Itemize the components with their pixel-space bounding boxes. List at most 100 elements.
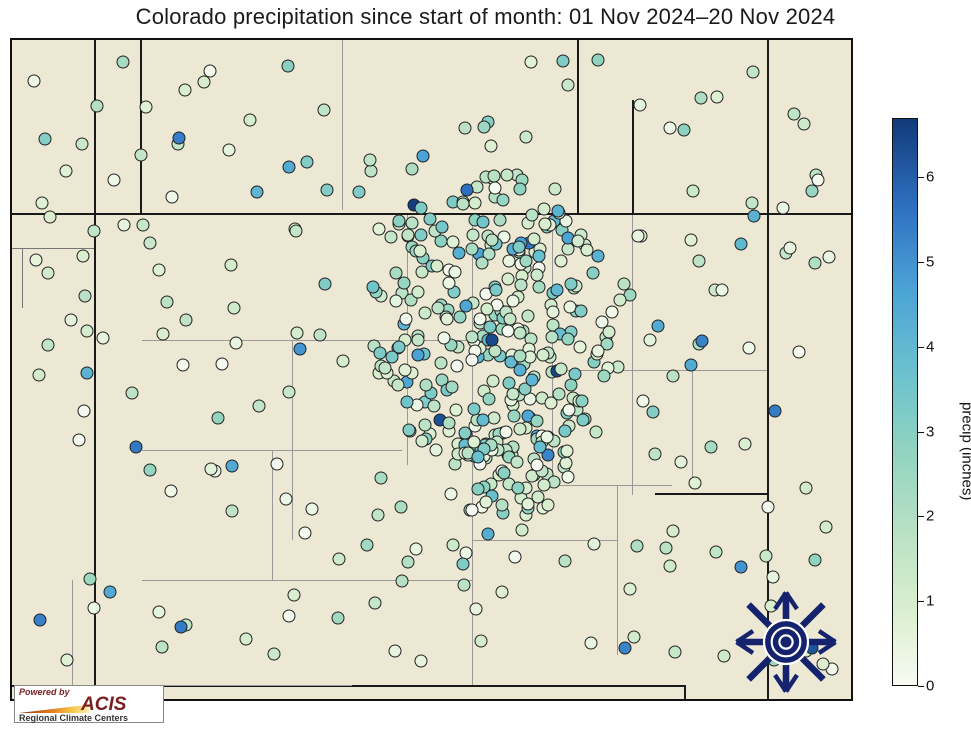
station-point-306[interactable] [415,435,428,448]
station-point-451[interactable] [553,387,566,400]
station-point-207[interactable] [36,197,49,210]
station-point-195[interactable] [469,196,482,209]
station-point-313[interactable] [537,349,550,362]
station-point-216[interactable] [666,370,679,383]
station-point-9[interactable] [298,527,311,540]
station-point-285[interactable] [411,286,424,299]
station-point-198[interactable] [738,437,751,450]
station-point-228[interactable] [559,554,572,567]
station-point-2[interactable] [588,538,601,551]
station-point-389[interactable] [448,265,461,278]
station-point-184[interactable] [811,174,824,187]
station-point-19[interactable] [77,249,90,262]
station-point-540[interactable] [522,497,535,510]
station-point-359[interactable] [450,403,463,416]
station-point-188[interactable] [364,153,377,166]
station-point-145[interactable] [222,144,235,157]
station-point-197[interactable] [402,556,415,569]
station-point-22[interactable] [396,575,409,588]
station-point-413[interactable] [430,259,443,272]
station-point-482[interactable] [489,345,502,358]
station-point-485[interactable] [575,304,588,317]
station-point-153[interactable] [253,400,266,413]
station-point-296[interactable] [605,306,618,319]
station-point-545[interactable] [486,334,499,347]
station-point-196[interactable] [457,557,470,570]
station-point-322[interactable] [565,277,578,290]
station-point-70[interactable] [667,525,680,538]
station-point-537[interactable] [472,483,485,496]
station-point-118[interactable] [820,521,833,534]
station-point-133[interactable] [695,334,708,347]
station-point-8[interactable] [406,163,419,176]
station-point-167[interactable] [38,133,51,146]
station-point-60[interactable] [78,289,91,302]
station-point-183[interactable] [784,241,797,254]
station-point-107[interactable] [823,251,836,264]
station-point-420[interactable] [545,330,558,343]
station-point-37[interactable] [212,411,225,424]
station-point-83[interactable] [129,440,142,453]
station-point-425[interactable] [467,228,480,241]
station-point-276[interactable] [424,212,437,225]
station-point-148[interactable] [97,332,110,345]
station-point-121[interactable] [161,295,174,308]
station-point-455[interactable] [488,181,501,194]
station-point-212[interactable] [406,216,419,229]
station-point-402[interactable] [555,254,568,267]
station-point-189[interactable] [375,471,388,484]
station-point-46[interactable] [279,492,292,505]
station-point-87[interactable] [636,395,649,408]
station-point-141[interactable] [153,605,166,618]
station-point-157[interactable] [75,137,88,150]
station-point-115[interactable] [649,448,662,461]
station-point-393[interactable] [465,354,478,367]
station-point-385[interactable] [415,201,428,214]
station-point-90[interactable] [372,223,385,236]
station-point-394[interactable] [528,233,541,246]
station-point-377[interactable] [392,379,405,392]
station-point-72[interactable] [178,84,191,97]
station-point-448[interactable] [602,326,615,339]
station-point-204[interactable] [388,644,401,657]
station-point-440[interactable] [485,234,498,247]
station-point-300[interactable] [555,362,568,375]
station-point-150[interactable] [72,434,85,447]
station-point-539[interactable] [495,499,508,512]
station-point-79[interactable] [557,55,570,68]
station-point-523[interactable] [513,423,526,436]
station-point-549[interactable] [551,284,564,297]
station-point-406[interactable] [427,400,440,413]
station-point-202[interactable] [768,405,781,418]
station-point-152[interactable] [746,197,759,210]
station-point-158[interactable] [445,488,458,501]
station-point-168[interactable] [711,91,724,104]
station-point-472[interactable] [513,349,526,362]
station-point-11[interactable] [270,458,283,471]
station-point-466[interactable] [465,330,478,343]
station-point-182[interactable] [368,597,381,610]
station-point-126[interactable] [761,501,774,514]
station-point-154[interactable] [290,225,303,238]
station-point-215[interactable] [477,121,490,134]
station-point-191[interactable] [317,104,330,117]
station-point-467[interactable] [531,268,544,281]
station-point-408[interactable] [507,410,520,423]
station-point-444[interactable] [581,244,594,257]
station-point-194[interactable] [419,307,432,320]
station-point-17[interactable] [177,359,190,372]
station-point-192[interactable] [792,345,805,358]
station-point-362[interactable] [526,208,539,221]
station-point-138[interactable] [743,341,756,354]
station-point-439[interactable] [512,241,525,254]
station-point-78[interactable] [450,360,463,373]
station-point-447[interactable] [477,216,490,229]
station-point-149[interactable] [585,637,598,650]
station-point-81[interactable] [809,256,822,269]
station-point-143[interactable] [174,621,187,634]
station-point-106[interactable] [226,505,239,518]
station-point-75[interactable] [685,233,698,246]
station-point-28[interactable] [678,124,691,137]
station-point-69[interactable] [798,118,811,131]
station-point-82[interactable] [283,610,296,623]
